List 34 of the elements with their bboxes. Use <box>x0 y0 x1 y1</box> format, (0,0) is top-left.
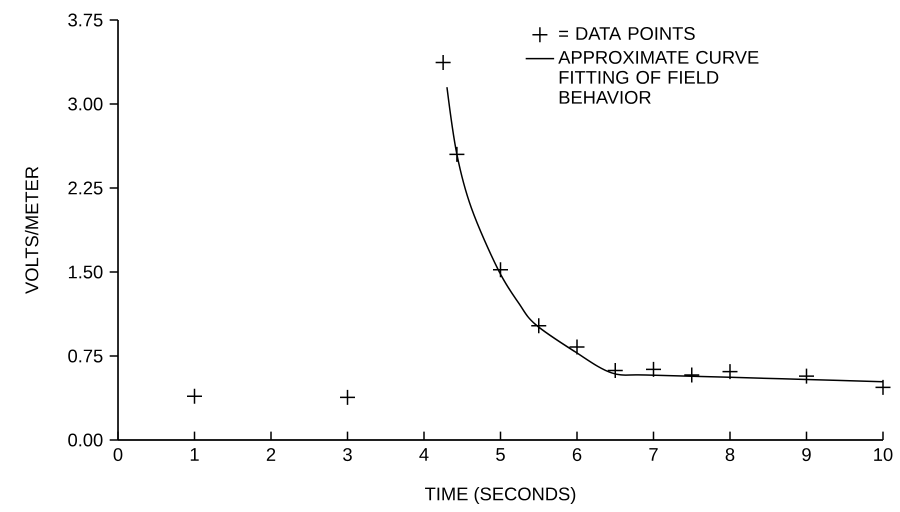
y-tick-label: 0.75 <box>68 350 102 362</box>
point <box>568 338 586 356</box>
x-tick-label: 5 <box>496 448 505 461</box>
y-tick-label: 3.00 <box>68 98 102 110</box>
x-tick-label: 9 <box>802 448 811 462</box>
y-axis-title: VOLTS/METER <box>24 166 38 294</box>
point <box>684 366 700 384</box>
y-tick-label: 0.00 <box>68 434 102 446</box>
point <box>645 361 662 378</box>
point <box>186 388 203 405</box>
x-tick-label: 4 <box>419 448 429 461</box>
point <box>434 54 452 71</box>
x-tick-label: 2 <box>266 448 276 461</box>
point <box>492 262 509 278</box>
x-tick-label: 6 <box>572 448 582 462</box>
y-tick-label: 3.75 <box>68 14 102 26</box>
y-tick-label: 2.25 <box>68 182 102 194</box>
x-tick-label: 7 <box>649 448 658 461</box>
point <box>530 318 548 334</box>
legend-label: = DATA POINTS <box>559 27 695 40</box>
x-tick-label: 0 <box>114 448 122 462</box>
x-tick-label: 3 <box>343 448 352 462</box>
x-axis-title: TIME (SECONDS) <box>425 486 576 504</box>
point <box>874 379 892 396</box>
point <box>798 368 815 384</box>
point <box>339 389 356 406</box>
point <box>607 362 624 379</box>
x-tick-label: 8 <box>726 448 734 462</box>
x-tick-label: 10 <box>874 448 892 462</box>
y-tick-label: 1.50 <box>68 266 102 278</box>
point <box>722 363 738 380</box>
point <box>448 146 466 163</box>
x-tick-label: 1 <box>190 448 199 461</box>
legend-label: APPROXIMATE CURVE FITTING OF FIELD BEHAVIOR <box>558 50 758 104</box>
